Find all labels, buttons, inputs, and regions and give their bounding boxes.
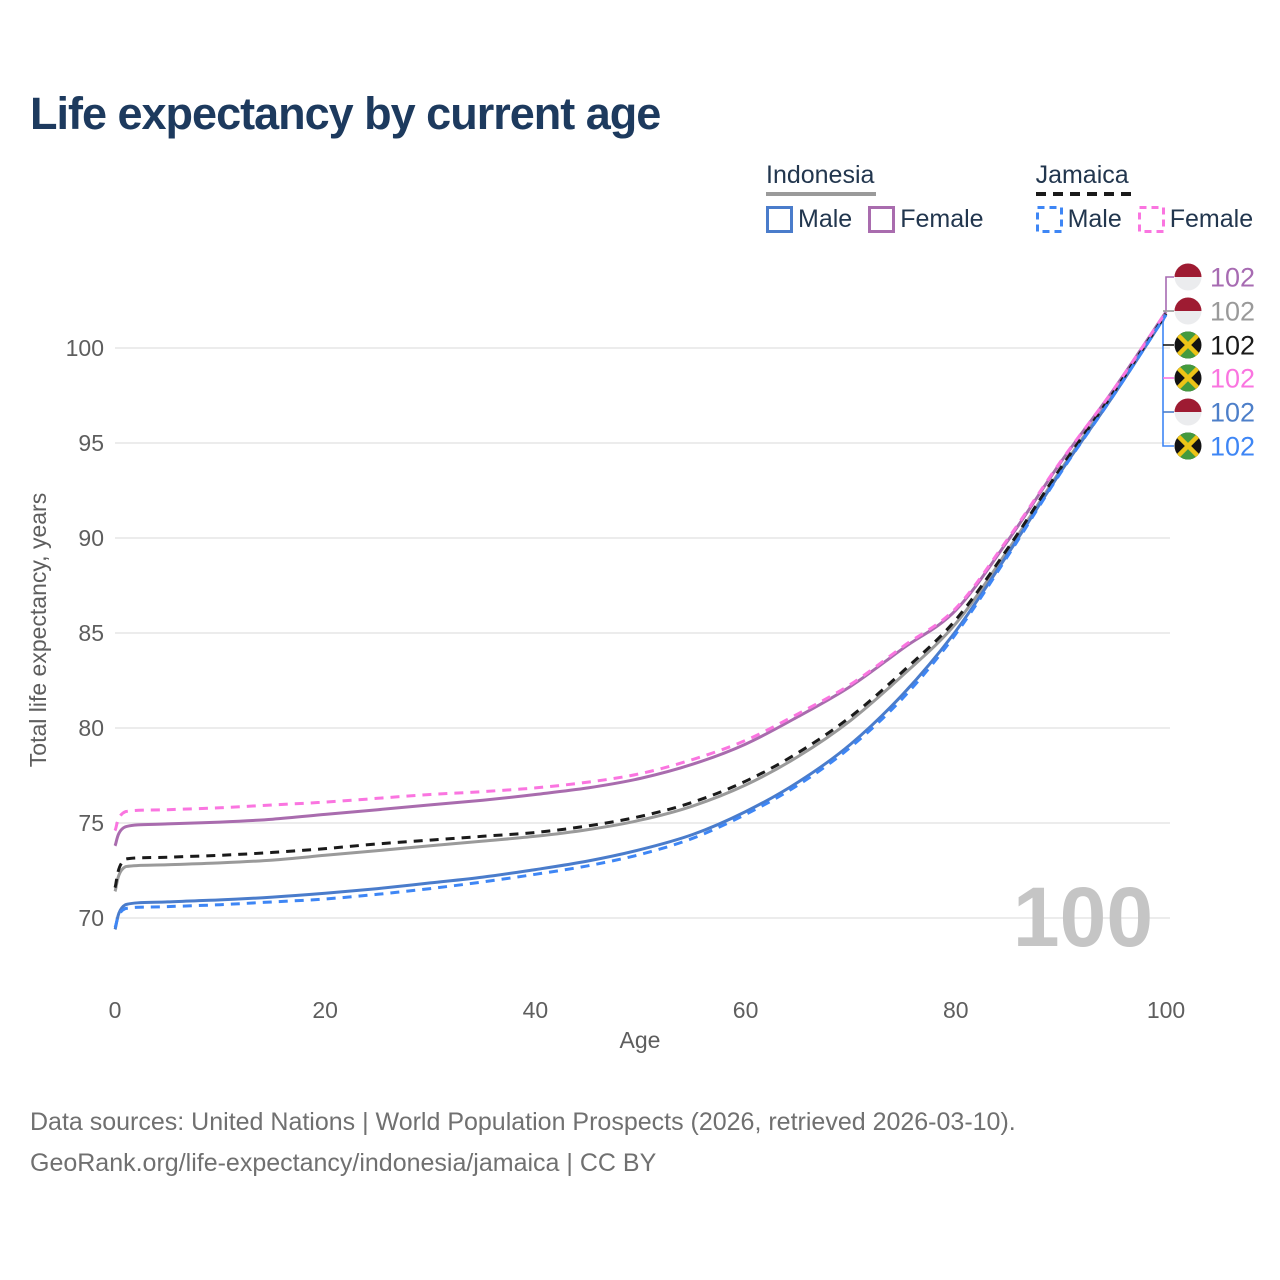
y-tick-90: 90 [78, 525, 104, 551]
jamaica-female-checkbox[interactable] [1137, 206, 1165, 233]
legend-items-row: Male Female [766, 205, 1000, 234]
y-tick-85: 85 [78, 620, 104, 646]
leader-line [1165, 276, 1174, 311]
jamaica-male-checkbox[interactable] [1035, 206, 1063, 233]
x-tick-0: 0 [109, 997, 122, 1023]
end-value-label: 102 [1210, 398, 1255, 428]
leader-line [1162, 314, 1174, 447]
legend: Indonesia Male Female Jamaica Male Female [766, 160, 1269, 234]
footer-attribution: GeoRank.org/life-expectancy/indonesia/ja… [30, 1149, 657, 1177]
series-line-indonesia [113, 312, 1168, 893]
page-title: Life expectancy by current age [30, 88, 661, 139]
indonesia-female-label[interactable]: Female [900, 205, 984, 233]
x-axis-title: Age [620, 1027, 661, 1053]
end-label-row-indonesia: 102 [1174, 297, 1255, 327]
jamaica-female-label[interactable]: Female [1169, 205, 1254, 233]
indonesia-flag-icon [1174, 297, 1202, 325]
y-tick-80: 80 [78, 715, 104, 741]
x-tick-20: 20 [312, 997, 338, 1023]
indonesia-flag-icon [1174, 398, 1202, 426]
jamaica-flag-icon [1174, 432, 1202, 460]
end-label-row-indonesia-male: 102 [1174, 398, 1255, 428]
legend-country-jamaica[interactable]: Jamaica [1035, 161, 1129, 189]
y-tick-70: 70 [78, 905, 104, 931]
x-tick-80: 80 [943, 997, 969, 1023]
end-value-label: 102 [1210, 297, 1255, 327]
solid-line-swatch [766, 192, 876, 196]
indonesia-male-label[interactable]: Male [798, 205, 853, 233]
y-tick-75: 75 [78, 810, 104, 836]
end-label-row-jamaica-female: 102 [1174, 364, 1255, 394]
x-tick-60: 60 [733, 997, 759, 1023]
series-line-jamaica-female [113, 311, 1168, 832]
legend-items-row: Male Female [1035, 205, 1270, 234]
end-value-label: 102 [1210, 432, 1255, 462]
legend-country-indonesia[interactable]: Indonesia [766, 161, 875, 189]
x-tick-40: 40 [523, 997, 549, 1023]
end-value-label: 102 [1210, 331, 1255, 361]
end-value-label: 102 [1210, 364, 1255, 394]
end-label-row-indonesia-female: 102 [1174, 263, 1255, 293]
series-line-jamaica [113, 312, 1168, 889]
indonesia-flag-icon [1174, 263, 1202, 291]
series-line-indonesia-male [113, 313, 1168, 931]
x-tick-100: 100 [1147, 997, 1185, 1023]
indonesia-male-checkbox[interactable] [766, 206, 793, 233]
legend-group-jamaica: Jamaica Male Female [1035, 160, 1270, 234]
y-tick-100: 100 [66, 335, 104, 361]
jamaica-flag-icon [1174, 331, 1202, 359]
jamaica-male-label[interactable]: Male [1067, 205, 1122, 233]
current-age-watermark: 100 [1013, 870, 1153, 964]
series-line-jamaica-male [113, 313, 1168, 929]
end-value-label: 102 [1210, 263, 1255, 293]
end-label-row-jamaica-male: 102 [1174, 432, 1255, 462]
y-axis-title: Total life expectancy, years [25, 493, 51, 767]
footer: Data sources: United Nations | World Pop… [30, 1102, 1016, 1184]
y-tick-95: 95 [78, 430, 104, 456]
footer-data-sources: Data sources: United Nations | World Pop… [30, 1108, 1016, 1136]
legend-group-indonesia: Indonesia Male Female [766, 160, 1000, 234]
indonesia-female-checkbox[interactable] [868, 206, 896, 233]
jamaica-flag-icon [1174, 364, 1202, 392]
end-label-row-jamaica: 102 [1174, 331, 1255, 361]
series-line-indonesia-female [113, 311, 1168, 847]
dashed-line-swatch [1035, 192, 1131, 196]
